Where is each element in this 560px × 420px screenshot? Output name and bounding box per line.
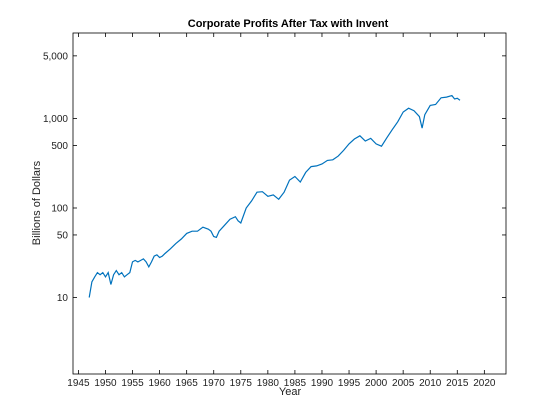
x-tick-label: 1960 xyxy=(148,378,171,389)
x-tick-label: 1995 xyxy=(338,378,361,389)
x-axis-label: Year xyxy=(279,386,302,398)
x-tick-label: 1985 xyxy=(284,378,307,389)
y-axis-label: Billions of Dollars xyxy=(31,160,43,245)
x-tick-label: 1945 xyxy=(67,378,90,389)
y-tick-label: 5,000 xyxy=(43,51,68,62)
x-tick-label: 1955 xyxy=(121,378,144,389)
x-tick-label: 1975 xyxy=(230,378,253,389)
x-tick-label: 1970 xyxy=(203,378,226,389)
y-tick-label: 1,000 xyxy=(43,114,68,125)
plot-area xyxy=(72,32,507,375)
x-axis: 1945 1950 1955 1960 1965 1970 1975 1980 1985 1990… xyxy=(67,33,496,389)
x-tick-label: 2015 xyxy=(446,378,469,389)
y-axis: 10 50 100 500 1,000 5,000 xyxy=(43,51,506,304)
chart-title: Corporate Profits After Tax with Invent xyxy=(188,18,389,30)
y-tick-label: 10 xyxy=(57,293,69,304)
x-tick-label: 2000 xyxy=(365,378,388,389)
x-tick-label: 1950 xyxy=(94,378,117,389)
x-tick-label: 1980 xyxy=(257,378,280,389)
series-line xyxy=(88,94,461,298)
x-tick-label: 1990 xyxy=(311,378,334,389)
y-tick-label: 50 xyxy=(57,230,69,241)
y-tick-label: 100 xyxy=(51,203,68,214)
x-tick-label: 2005 xyxy=(392,378,415,389)
y-tick-label: 500 xyxy=(51,141,68,152)
x-tick-label: 2020 xyxy=(473,378,496,389)
x-tick-label: 2010 xyxy=(419,378,442,389)
x-tick-label: 1965 xyxy=(176,378,199,389)
